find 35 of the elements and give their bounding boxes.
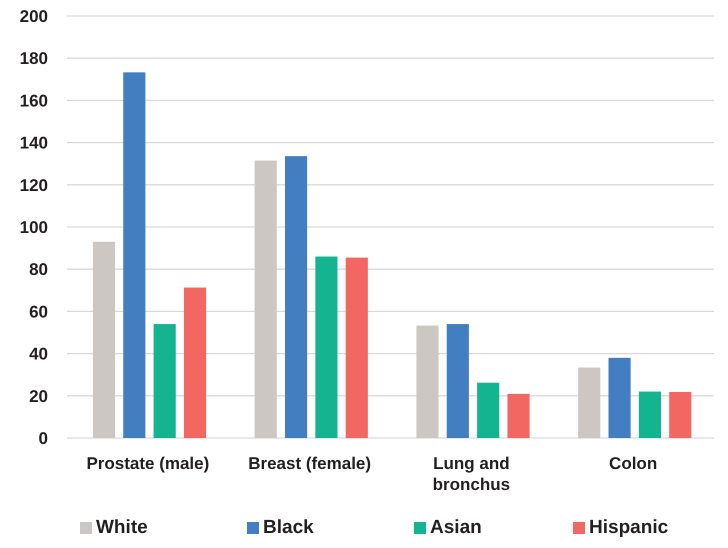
bar (254, 160, 277, 438)
x-tick-label: Prostate (male) (86, 454, 210, 473)
bar (315, 256, 338, 438)
legend-label: White (96, 517, 148, 538)
bar (638, 392, 661, 438)
legend-label: Hispanic (589, 517, 669, 538)
x-tick-label: Colon (609, 454, 658, 473)
y-tick-label: 60 (29, 302, 48, 322)
y-tick-label: 120 (20, 176, 48, 195)
bar (92, 242, 116, 438)
y-tick-label: 40 (29, 344, 48, 364)
y-tick-label: 80 (29, 260, 48, 280)
bar (578, 368, 600, 438)
legend-label: Black (263, 517, 314, 538)
bar (184, 288, 206, 438)
bar (416, 326, 439, 438)
bar (507, 394, 530, 438)
y-tick-label: 0 (38, 428, 48, 448)
y-tick-label: 160 (20, 91, 48, 110)
bar (123, 72, 146, 438)
bar (477, 382, 500, 438)
y-tick-label: 200 (20, 6, 48, 26)
bar (608, 358, 631, 438)
y-tick-label: 140 (20, 134, 48, 153)
bar (154, 324, 176, 438)
bar (346, 258, 368, 438)
x-tick-label: Breast (female) (248, 454, 372, 473)
y-tick-label: 180 (20, 49, 48, 68)
bar (669, 392, 692, 438)
y-tick-label: 20 (29, 386, 48, 406)
legend-label: Asian (430, 517, 482, 538)
bar (446, 324, 469, 438)
bar (284, 156, 308, 438)
x-tick-label: Lung and bronchus (432, 454, 510, 494)
y-tick-label: 100 (20, 218, 48, 237)
